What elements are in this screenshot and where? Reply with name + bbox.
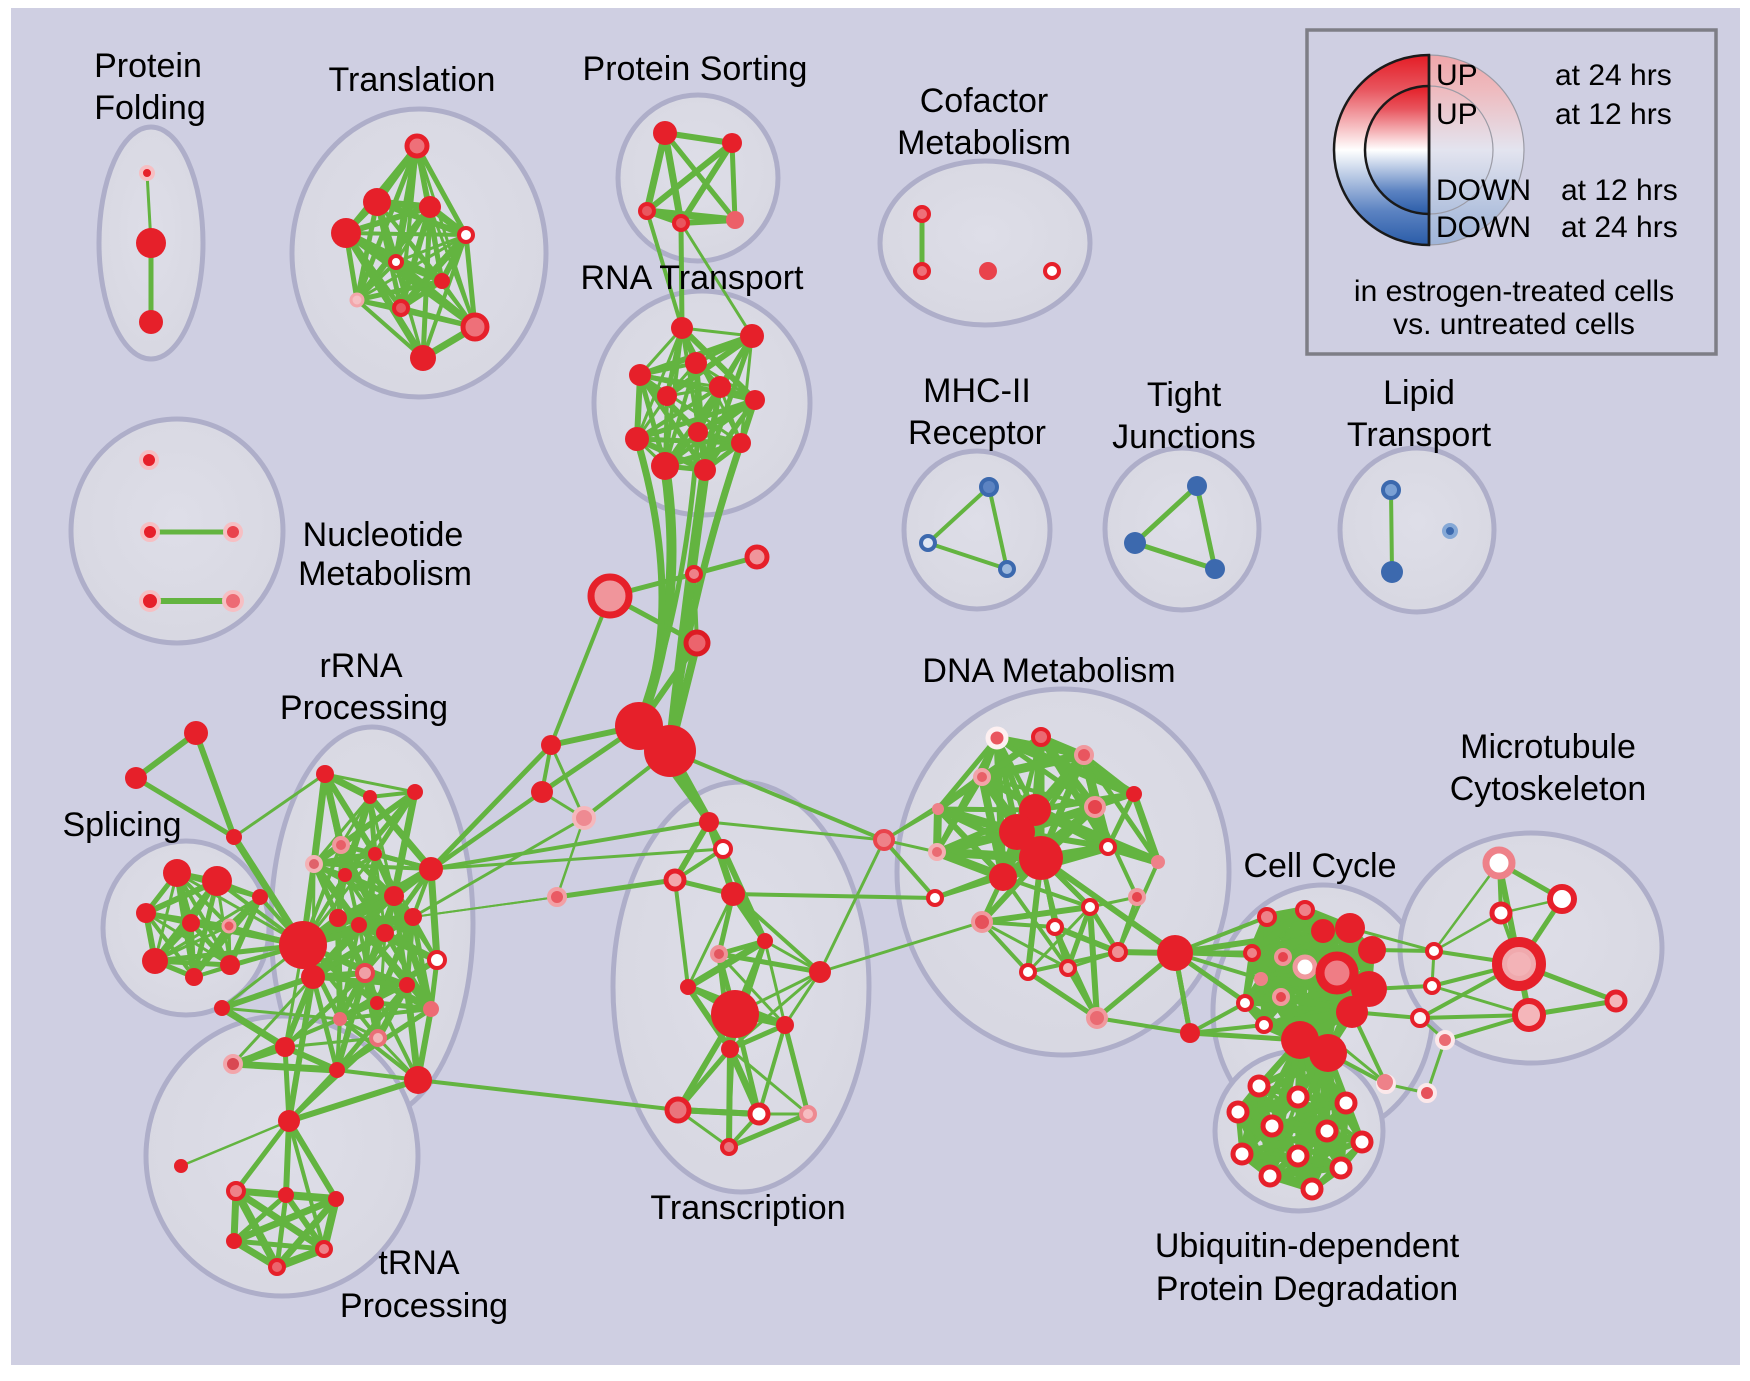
svg-text:Splicing: Splicing: [62, 806, 181, 844]
svg-text:Protein Sorting: Protein Sorting: [583, 50, 808, 88]
svg-text:at 24 hrs: at 24 hrs: [1561, 211, 1678, 244]
svg-text:MHC-II: MHC-II: [923, 372, 1031, 410]
svg-text:Cell Cycle: Cell Cycle: [1243, 847, 1396, 885]
svg-text:Tight: Tight: [1147, 376, 1222, 414]
svg-text:rRNA: rRNA: [319, 647, 402, 685]
svg-text:Lipid: Lipid: [1383, 374, 1455, 412]
svg-text:Ubiquitin-dependent: Ubiquitin-dependent: [1155, 1227, 1460, 1265]
svg-text:Receptor: Receptor: [908, 414, 1046, 452]
svg-text:RNA Transport: RNA Transport: [581, 259, 805, 297]
svg-text:Junctions: Junctions: [1112, 418, 1256, 456]
svg-text:DOWN: DOWN: [1436, 211, 1531, 244]
svg-text:DNA Metabolism: DNA Metabolism: [922, 652, 1175, 690]
svg-text:Microtubule: Microtubule: [1460, 728, 1636, 766]
svg-text:Processing: Processing: [340, 1287, 508, 1325]
svg-text:DOWN: DOWN: [1436, 174, 1531, 207]
svg-text:Transcription: Transcription: [650, 1189, 845, 1227]
svg-text:at 12 hrs: at 12 hrs: [1555, 98, 1672, 131]
svg-text:in estrogen-treated cells: in estrogen-treated cells: [1354, 275, 1674, 308]
svg-text:vs. untreated cells: vs. untreated cells: [1393, 308, 1635, 341]
svg-text:Metabolism: Metabolism: [897, 124, 1071, 162]
svg-text:Cytoskeleton: Cytoskeleton: [1450, 770, 1647, 808]
svg-text:at 12 hrs: at 12 hrs: [1561, 174, 1678, 207]
svg-text:Folding: Folding: [94, 89, 206, 127]
svg-text:Protein: Protein: [94, 47, 202, 85]
svg-text:UP: UP: [1436, 98, 1478, 131]
svg-text:Cofactor: Cofactor: [920, 82, 1049, 120]
svg-text:Nucleotide: Nucleotide: [303, 516, 464, 554]
svg-text:Metabolism: Metabolism: [298, 555, 472, 593]
svg-text:Protein Degradation: Protein Degradation: [1156, 1270, 1458, 1308]
svg-text:at 24 hrs: at 24 hrs: [1555, 59, 1672, 92]
svg-text:Translation: Translation: [329, 61, 496, 99]
svg-text:UP: UP: [1436, 59, 1478, 92]
svg-text:Transport: Transport: [1347, 416, 1492, 454]
svg-text:tRNA: tRNA: [378, 1244, 460, 1282]
svg-text:Processing: Processing: [280, 689, 448, 727]
